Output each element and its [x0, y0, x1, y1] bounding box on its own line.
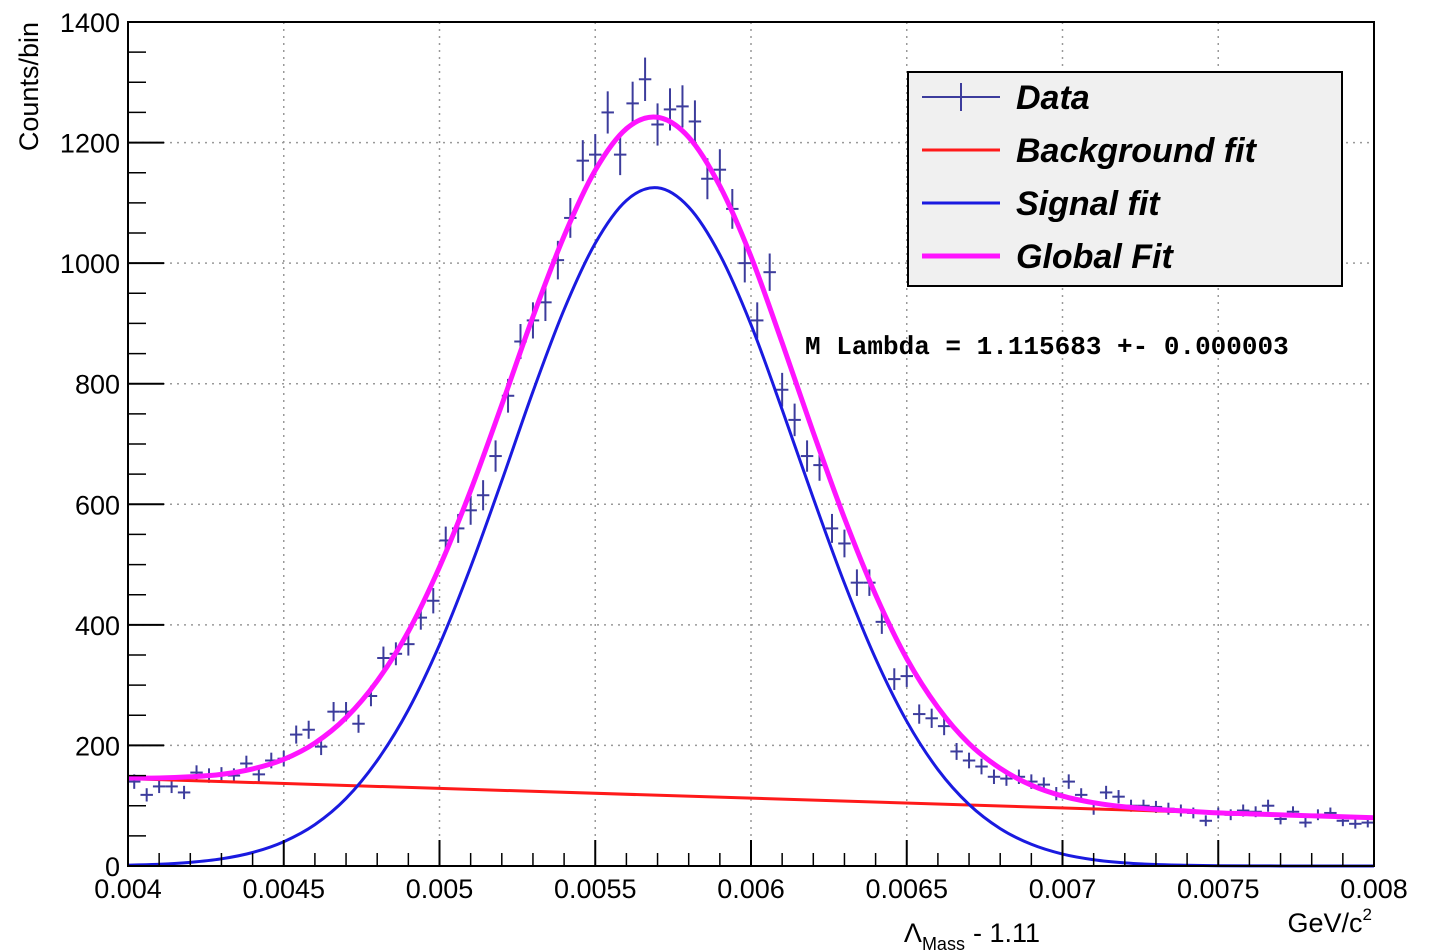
- x-unit-superscript: 2: [1363, 905, 1372, 924]
- x-title-text: - 1.11: [973, 918, 1040, 948]
- legend: Data Background fit Signal fit Global Fit: [907, 71, 1343, 287]
- legend-label: Data: [1016, 79, 1090, 117]
- x-title-symbol: Λ: [904, 918, 922, 948]
- annotation: M Lambda = 1.115683 +- 0.000003: [805, 332, 1289, 362]
- y-tick-label: 600: [75, 490, 120, 520]
- y-tick-label: 400: [75, 611, 120, 641]
- x-tick-label: 0.006: [717, 874, 785, 904]
- y-tick-label: 1400: [60, 8, 120, 38]
- x-title-subscript: Mass: [922, 934, 965, 952]
- y-tick-label: 800: [75, 370, 120, 400]
- y-axis-title: Counts/bin: [14, 22, 44, 151]
- x-tick-label: 0.008: [1340, 874, 1408, 904]
- x-tick-label: 0.0075: [1177, 874, 1260, 904]
- y-tick-label: 200: [75, 731, 120, 761]
- fit-curve: [127, 114, 1375, 821]
- x-tick-label: 0.0065: [865, 874, 948, 904]
- y-tick-label: 1000: [60, 249, 120, 279]
- x-tick-label: 0.004: [94, 874, 162, 904]
- x-tick-label: 0.0045: [242, 874, 325, 904]
- y-tick-label: 1200: [60, 129, 120, 159]
- x-unit-text: GeV/c: [1288, 908, 1363, 938]
- legend-box: [907, 71, 1343, 287]
- x-tick-label: 0.007: [1029, 874, 1097, 904]
- axes: 0 200 400 600 800 1000 1200 1400 0.004 0.0045 0.00…: [60, 8, 1408, 904]
- plot-marks: [127, 57, 1375, 868]
- x-tick-label: 0.0055: [554, 874, 637, 904]
- x-tick-label: 0.005: [406, 874, 474, 904]
- legend-label: Background fit: [1016, 132, 1258, 170]
- x-axis-title: ΛMass - 1.11: [904, 918, 1040, 952]
- x-axis-unit: GeV/c2: [1288, 905, 1373, 938]
- legend-label: Global Fit: [1016, 238, 1174, 276]
- y-tick-label: 0: [105, 852, 120, 882]
- legend-label: Signal fit: [1016, 185, 1161, 223]
